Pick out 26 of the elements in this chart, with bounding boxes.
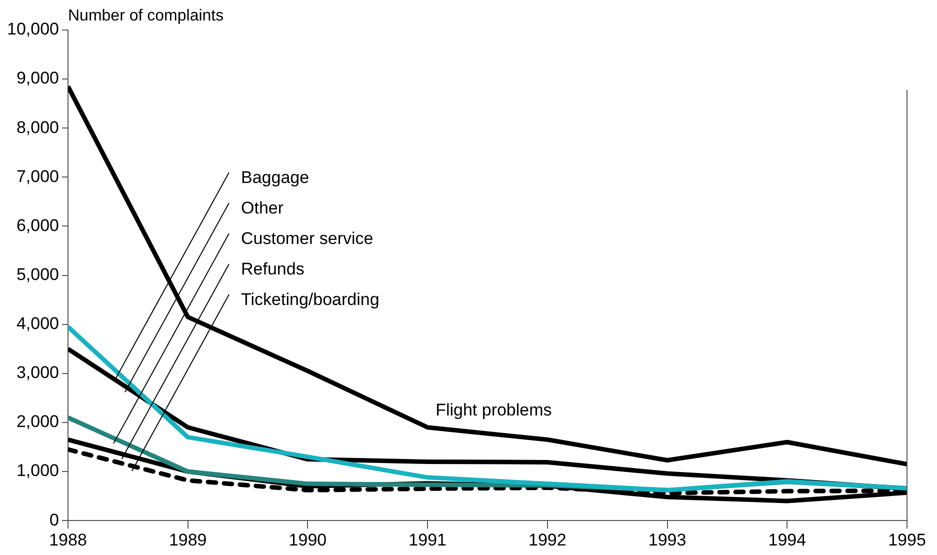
x-tick-label: 1992: [528, 530, 566, 550]
y-tick-label: 0: [50, 510, 59, 530]
x-tick-label: 1988: [49, 530, 87, 550]
series-label: Flight problems: [436, 400, 552, 420]
text: Baggage: [241, 168, 310, 188]
y-tick-label: 6,000: [16, 216, 59, 235]
y-tick-label: 7,000: [16, 166, 59, 186]
y-tick-label: 10,000: [6, 20, 59, 39]
y-axis-title: Number of complaints: [68, 7, 224, 24]
x-tick-label: 1991: [408, 530, 446, 550]
y-tick-label: 2,000: [16, 412, 59, 432]
text: Customer service: [241, 229, 374, 248]
x-tick-label: 1989: [168, 530, 207, 550]
y-tick-label: 3,000: [16, 363, 59, 382]
text: Ticketing/boarding: [241, 290, 380, 310]
y-tick-label: 4,000: [16, 314, 59, 334]
x-tick-label: 1993: [648, 530, 686, 550]
x-tick-label: 1995: [888, 530, 926, 550]
y-tick-label: 1,000: [16, 461, 59, 480]
text: Refunds: [241, 260, 304, 279]
x-tick-label: 1990: [288, 530, 327, 550]
y-tick-label: 5,000: [16, 264, 59, 284]
x-tick-label: 1994: [768, 530, 806, 550]
text: Other: [241, 198, 284, 218]
y-tick-label: 9,000: [16, 68, 59, 88]
y-tick-label: 8,000: [16, 118, 59, 137]
